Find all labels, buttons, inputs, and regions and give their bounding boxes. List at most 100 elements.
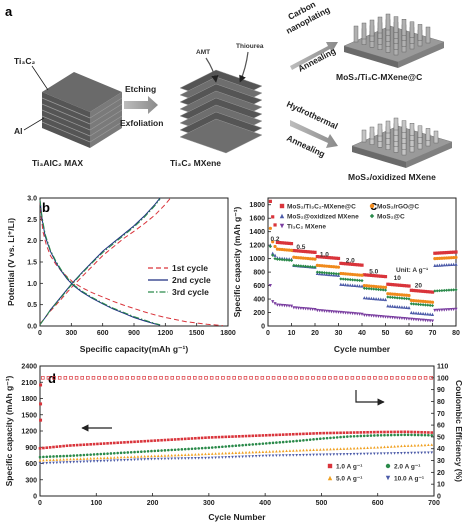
series-1-point (291, 432, 295, 436)
efficiency-point (373, 376, 377, 380)
series-2-point (341, 272, 345, 276)
series-1-point (231, 435, 234, 438)
series-3-point (234, 451, 238, 455)
series-3-point (440, 263, 444, 267)
series-4-point (273, 257, 277, 261)
series-4-point (315, 270, 319, 274)
panel-a: a Ti₃C₂ Al Ti₃AlC₂ MAX Etching Exfoliati… (5, 0, 453, 182)
series-5-point (275, 303, 279, 307)
series-1-point (332, 256, 336, 260)
efficiency-point (176, 376, 180, 380)
series-1-point (360, 263, 364, 267)
series-3-point (271, 251, 275, 255)
series-3-point (322, 448, 325, 451)
series-1-point (278, 433, 282, 437)
series-3-point (421, 311, 425, 316)
series-5-point (386, 315, 390, 319)
series-4-point (362, 286, 366, 290)
series-3-point (374, 297, 378, 301)
y2-tick-label: 60 (437, 423, 445, 430)
efficiency-point (367, 376, 372, 380)
series-1-point (423, 289, 428, 294)
series-5-point (421, 318, 425, 322)
series-5-point (449, 307, 453, 312)
series-2-point (320, 264, 324, 268)
series-4-point (369, 287, 373, 291)
series-3-point (254, 450, 258, 454)
series-5-point (278, 303, 282, 307)
x-tick-label: 10 (288, 330, 296, 337)
series-3-point (167, 454, 170, 457)
series-1-point (339, 261, 343, 265)
series-4-point (302, 453, 305, 457)
series-1-point (447, 250, 451, 255)
series-1-point (320, 255, 324, 259)
series-3-point (359, 446, 363, 450)
series-2-point (153, 449, 157, 453)
efficiency-point (136, 376, 141, 380)
series-3-point (442, 263, 446, 267)
series-4-point (346, 277, 350, 282)
series-3-point (106, 456, 109, 459)
series-4-point (336, 272, 341, 276)
series-4-point (280, 258, 284, 262)
efficiency-point (271, 376, 276, 380)
series-4-point (248, 455, 251, 458)
series-1-point (400, 430, 403, 434)
x-tick-label: 1500 (189, 330, 205, 337)
series-1-point (322, 255, 326, 259)
series-2-point (327, 264, 331, 268)
series-2-point (440, 256, 444, 260)
series-1-point (109, 441, 113, 445)
series-3-point (170, 453, 174, 457)
carbon-arrow (290, 42, 338, 70)
series-3-point (410, 444, 413, 447)
series-4-point (251, 455, 255, 458)
efficiency-point (294, 376, 298, 380)
legend-marker-5 (279, 223, 285, 229)
series-4-point (372, 287, 376, 291)
legend-label-1: 1st cycle (172, 263, 208, 273)
series-4-point (427, 451, 430, 455)
efficiency-point (41, 376, 45, 380)
series-3-point (227, 451, 231, 455)
series-1-point (287, 241, 291, 246)
series-1-point (351, 262, 355, 266)
series-2-point (285, 440, 288, 444)
series-1-point (366, 430, 369, 434)
series-5-point (334, 310, 338, 314)
series-1-point (339, 431, 342, 435)
series-2-point (207, 446, 211, 450)
series-5-point (409, 317, 413, 321)
series-3-point (183, 453, 187, 456)
series-2-point (396, 433, 400, 437)
series-4-point (447, 288, 451, 292)
series-3-point (407, 306, 411, 310)
series-1-point (140, 440, 143, 443)
efficiency-point (142, 376, 146, 380)
series-2-point (343, 272, 348, 276)
series-3-point (339, 447, 342, 450)
series-2-point (358, 273, 362, 277)
series-4-point (180, 457, 184, 460)
series-1-point (306, 250, 310, 254)
series-4-point (227, 456, 231, 459)
series-4-point (48, 461, 52, 465)
series-3-point (419, 311, 423, 315)
series-1-point (410, 430, 413, 434)
series-1-point (362, 431, 366, 434)
series-1-point (334, 256, 338, 260)
series-4-point (69, 461, 72, 464)
series-3-point (396, 444, 400, 448)
efficiency-point (119, 376, 124, 380)
product2-illustration (351, 117, 453, 168)
series-2-point (280, 247, 284, 252)
series-1-point (389, 430, 393, 434)
series-1-point (414, 289, 418, 293)
efficiency-point (254, 376, 259, 380)
series-5-point (280, 303, 284, 308)
series-5-point (447, 308, 451, 312)
series-2-point (390, 292, 395, 296)
